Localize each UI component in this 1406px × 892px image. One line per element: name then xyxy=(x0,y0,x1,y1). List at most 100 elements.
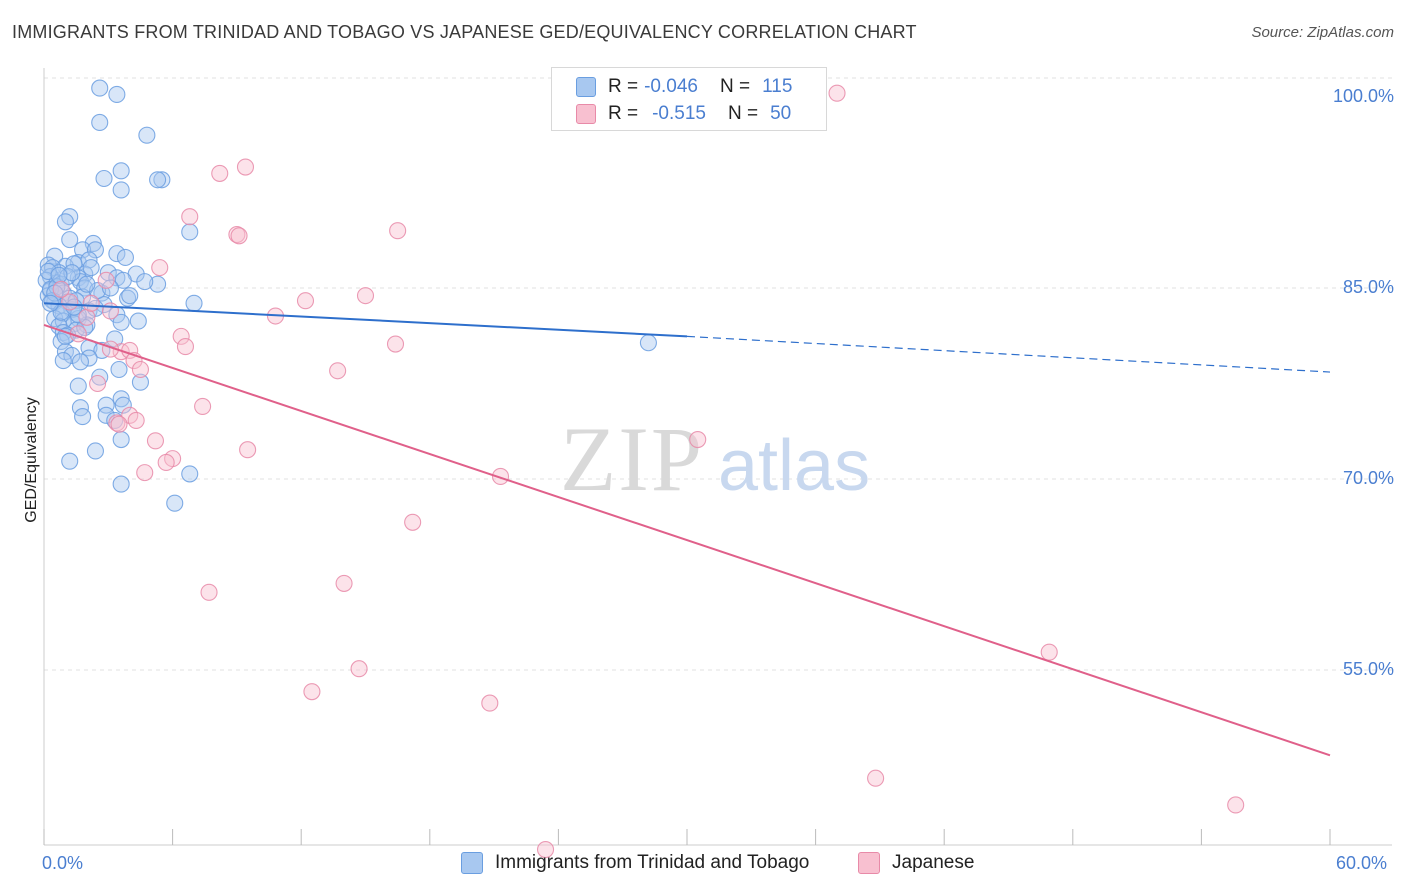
data-point xyxy=(236,158,255,176)
legend-n-label: N = xyxy=(727,103,759,124)
legend-n-value: 50 xyxy=(770,103,792,124)
data-point xyxy=(86,442,104,460)
data-point xyxy=(296,292,315,310)
data-point xyxy=(639,334,657,352)
data-point xyxy=(689,430,707,449)
data-point xyxy=(153,171,171,189)
trend-line xyxy=(43,302,688,338)
data-point xyxy=(95,296,113,314)
data-point xyxy=(356,287,375,305)
trend-line-extension xyxy=(686,335,1331,373)
legend-r-value: -0.046 xyxy=(644,76,698,97)
bottom-legend-swatch-blue xyxy=(461,852,483,874)
data-point xyxy=(86,241,104,259)
data-point xyxy=(63,346,81,365)
data-point xyxy=(63,264,81,282)
bottom-legend-japanese: Japanese xyxy=(858,852,974,874)
legend-n-value: 115 xyxy=(762,76,793,97)
trend-lines xyxy=(43,302,1331,757)
data-point xyxy=(52,280,70,298)
data-point xyxy=(114,396,132,414)
data-point xyxy=(110,360,128,379)
data-point xyxy=(74,408,92,426)
y-tick-label: 70.0% xyxy=(1342,468,1394,488)
data-point xyxy=(481,694,499,712)
data-point xyxy=(91,79,109,97)
trend-line xyxy=(43,323,1331,757)
data-point xyxy=(71,353,89,371)
data-point xyxy=(101,302,119,320)
data-point xyxy=(50,266,68,284)
legend-r-label: R = xyxy=(608,76,639,97)
legend-r-value: -0.515 xyxy=(652,103,706,124)
data-point xyxy=(239,441,257,459)
data-point xyxy=(112,430,130,449)
data-point xyxy=(108,245,126,263)
data-point xyxy=(329,362,347,380)
data-point xyxy=(119,289,137,307)
data-point xyxy=(386,335,405,353)
bottom-legend-trinidad: Immigrants from Trinidad and Tobago xyxy=(461,852,809,874)
data-point xyxy=(80,349,98,367)
data-point xyxy=(114,271,132,289)
correlation-legend: R = -0.046 N = 115 R = -0.515 N = 50 xyxy=(551,67,827,131)
data-point xyxy=(121,287,139,305)
watermark: ZIP atlas xyxy=(560,408,870,510)
data-point xyxy=(129,312,147,330)
data-point xyxy=(138,126,156,144)
data-point xyxy=(181,208,199,226)
legend-row-japanese: R = -0.515 N = 50 xyxy=(576,102,791,126)
x-tick-label-min: 0.0% xyxy=(42,853,84,873)
legend-swatch-pink xyxy=(576,104,596,124)
y-tick-label: 100.0% xyxy=(1332,86,1394,106)
data-point xyxy=(108,85,126,104)
data-point xyxy=(91,368,109,386)
data-point xyxy=(146,432,165,450)
data-point xyxy=(78,308,96,326)
data-point xyxy=(61,231,79,249)
bottom-legend-swatch-pink xyxy=(858,852,880,874)
data-point xyxy=(389,222,407,240)
data-point xyxy=(54,352,72,370)
series-trinidad-points xyxy=(37,79,657,512)
axes xyxy=(43,68,1392,846)
data-point xyxy=(112,181,130,199)
y-tick-label: 55.0% xyxy=(1342,659,1394,679)
data-point xyxy=(97,396,115,414)
watermark-zip: ZIP xyxy=(560,408,704,510)
data-point xyxy=(151,259,169,277)
data-point xyxy=(112,390,130,408)
data-point xyxy=(1040,643,1058,661)
data-point xyxy=(39,262,57,280)
data-point xyxy=(303,683,321,701)
data-point xyxy=(61,452,79,470)
data-point xyxy=(112,162,130,180)
data-point xyxy=(110,415,128,433)
data-point xyxy=(404,513,422,531)
data-point xyxy=(335,574,353,592)
data-point xyxy=(95,169,113,188)
data-point xyxy=(112,313,130,331)
bottom-legend-label: Immigrants from Trinidad and Tobago xyxy=(495,852,810,873)
x-tick-label-max: 60.0% xyxy=(1336,853,1388,873)
bottom-legend-label: Japanese xyxy=(892,852,975,873)
data-point xyxy=(828,84,846,102)
data-point xyxy=(61,293,79,311)
legend-r-label: R = xyxy=(608,103,639,124)
data-point xyxy=(131,373,149,391)
data-point xyxy=(350,660,368,678)
data-point xyxy=(89,374,107,393)
data-point xyxy=(74,241,92,259)
y-tick-label: 85.0% xyxy=(1342,277,1394,297)
data-point xyxy=(157,453,175,471)
legend-swatch-blue xyxy=(576,77,596,97)
data-point xyxy=(176,338,195,356)
data-point xyxy=(82,259,100,277)
data-point xyxy=(181,465,199,483)
data-point xyxy=(112,475,130,493)
data-point xyxy=(230,227,248,245)
legend-n-label: N = xyxy=(719,76,751,97)
data-point xyxy=(56,213,74,231)
chart-title: IMMIGRANTS FROM TRINIDAD AND TOBAGO VS J… xyxy=(12,22,917,42)
